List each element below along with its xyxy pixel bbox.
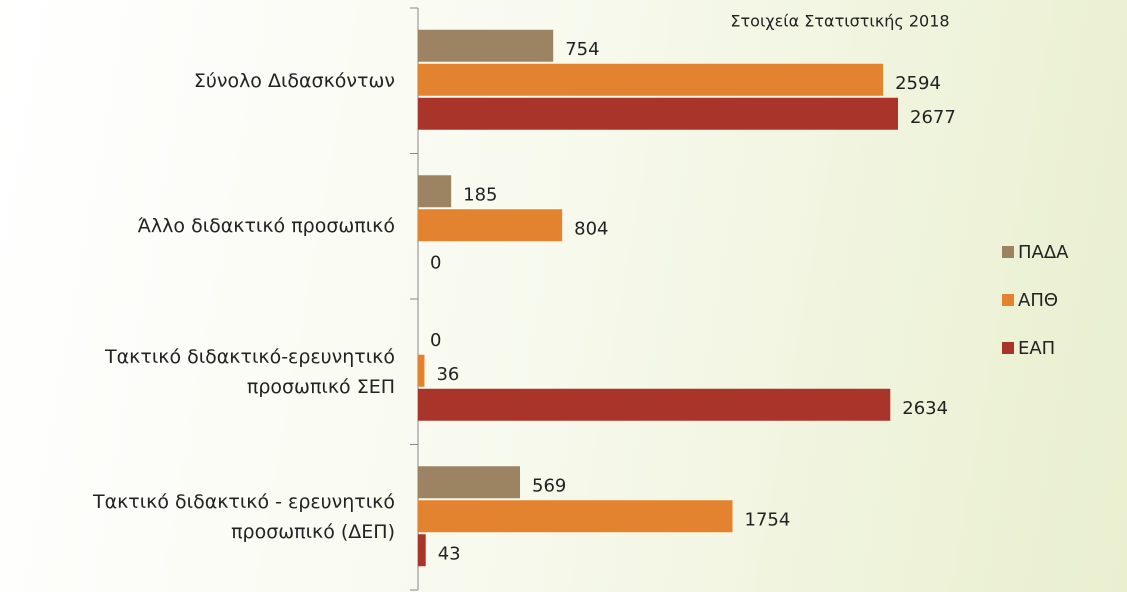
bar xyxy=(418,29,554,62)
value-label: 1754 xyxy=(745,509,791,530)
value-label: 569 xyxy=(532,475,566,496)
value-label: 36 xyxy=(436,364,459,385)
legend-swatch xyxy=(1002,246,1014,258)
legend-label: ΑΠΘ xyxy=(1018,290,1058,311)
chart-title: Στοιχεία Στατιστικής 2018 xyxy=(730,12,949,31)
bar xyxy=(418,500,733,533)
category-label: Άλλο διδακτικό προσωπικό xyxy=(137,215,395,238)
bar xyxy=(418,466,521,499)
value-label: 185 xyxy=(463,184,497,205)
value-label: 43 xyxy=(438,543,461,564)
category-label: Τακτικό διδακτικό-ερευνητικό προσωπικό Σ… xyxy=(105,345,395,398)
bar xyxy=(418,175,452,208)
value-label: 2677 xyxy=(910,107,956,128)
legend-swatch xyxy=(1002,342,1014,354)
value-label: 0 xyxy=(430,252,441,273)
value-label: 2594 xyxy=(895,73,941,94)
legend-label: ΠΑΔΑ xyxy=(1018,242,1069,263)
bar xyxy=(418,209,563,242)
bar xyxy=(418,388,891,421)
value-label: 2634 xyxy=(902,398,948,419)
category-label: Τακτικό διδακτικό - ερευνητικό προσωπικό… xyxy=(92,491,395,544)
value-label: 804 xyxy=(574,218,608,239)
bar xyxy=(418,63,884,96)
value-label: 0 xyxy=(430,330,441,351)
legend-swatch xyxy=(1002,294,1014,306)
category-label: Σύνολο Διδασκόντων xyxy=(193,69,395,92)
bar xyxy=(418,534,426,567)
value-label: 754 xyxy=(565,39,599,60)
bar xyxy=(418,97,898,130)
bar xyxy=(418,354,425,387)
legend-label: ΕΑΠ xyxy=(1018,338,1055,359)
